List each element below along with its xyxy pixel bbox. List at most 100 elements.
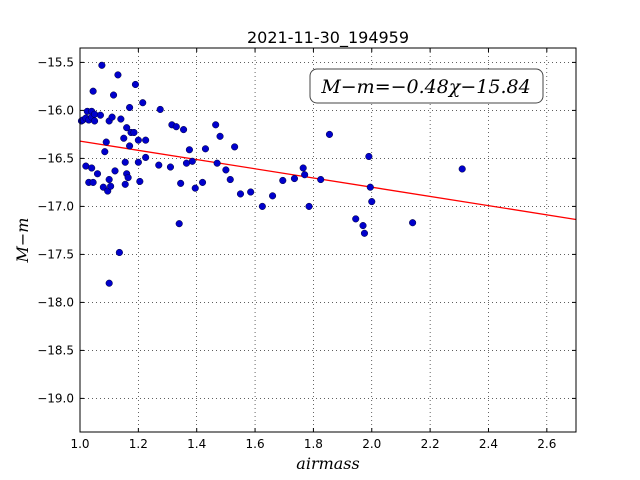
x-axis-label: airmass [296, 454, 359, 473]
data-point [105, 279, 113, 287]
y-tick-label: −18.0 [37, 295, 74, 309]
fit-line-group [79, 140, 577, 221]
data-point [166, 163, 174, 171]
data-point [142, 153, 150, 161]
data-points [77, 61, 466, 287]
data-point [360, 229, 369, 237]
data-point [115, 248, 123, 257]
data-point [305, 202, 313, 210]
axis-ticks: 1.0 1.2 1.4 1.6 1.8 2.0 2.2 2.4 2.6 −15.5 −16.0 −16… [37, 48, 576, 451]
data-point [134, 158, 142, 166]
x-tick-label: 1.8 [304, 437, 323, 451]
data-point [191, 184, 199, 192]
y-tick-label: −17.5 [37, 247, 74, 261]
data-point [212, 121, 220, 129]
x-tick-label: 1.6 [246, 437, 265, 451]
data-point [172, 123, 180, 131]
data-point [216, 132, 224, 140]
data-point [365, 152, 373, 161]
data-point [222, 166, 230, 174]
data-point [290, 175, 298, 183]
data-point [111, 167, 119, 175]
data-point [258, 202, 266, 210]
data-point [107, 182, 115, 190]
y-tick-label: −15.5 [37, 55, 74, 69]
data-point [91, 117, 99, 125]
data-point [185, 146, 193, 154]
data-point [126, 103, 134, 112]
data-point [131, 80, 139, 89]
y-axis-label: M−m [13, 218, 32, 264]
data-point [458, 165, 466, 173]
x-tick-label: 2.6 [537, 437, 556, 451]
data-point [325, 130, 334, 138]
data-point [247, 188, 255, 196]
data-point [120, 134, 128, 142]
annotation-frame [309, 68, 544, 104]
data-point [409, 219, 417, 227]
data-point [198, 178, 207, 186]
plot-area-frame [79, 47, 577, 433]
data-point [114, 71, 122, 79]
data-point [130, 128, 138, 137]
data-point [213, 159, 221, 167]
data-point [352, 215, 360, 223]
data-point [201, 145, 210, 153]
data-point [366, 183, 374, 191]
y-tick-label: −16.5 [37, 151, 74, 165]
chart-title: 2021-11-30_194959 [247, 28, 409, 48]
y-tick-label: −18.5 [37, 343, 74, 357]
data-point [134, 136, 142, 144]
data-point [105, 175, 113, 184]
data-point [301, 171, 309, 179]
data-point [101, 148, 109, 156]
data-point [188, 157, 196, 165]
grid-lines [79, 48, 576, 432]
data-point [117, 115, 125, 123]
data-point [226, 175, 234, 184]
data-point [93, 170, 102, 178]
annotation-box: M−m=−0.48χ−15.84 [309, 68, 544, 104]
data-point [175, 220, 183, 228]
fit-line [79, 140, 577, 221]
data-point [121, 158, 129, 166]
data-point [98, 61, 106, 69]
data-point [124, 174, 132, 182]
y-tick-label: −16.0 [37, 103, 74, 117]
x-tick-label: 2.4 [479, 437, 498, 451]
data-point [110, 91, 118, 99]
data-point [139, 99, 147, 107]
data-point [108, 113, 116, 121]
x-tick-label: 1.4 [187, 437, 206, 451]
data-point [359, 222, 367, 230]
data-point [89, 178, 97, 186]
data-point [142, 136, 150, 144]
data-point [121, 180, 129, 188]
data-point [155, 161, 163, 169]
y-tick-label: −19.0 [37, 391, 74, 405]
data-point [126, 142, 134, 150]
data-point [136, 177, 144, 185]
fit-equation-label: M−m=−0.48χ−15.84 [320, 76, 530, 98]
data-point [156, 105, 164, 113]
data-point [177, 179, 185, 187]
data-point [368, 198, 376, 206]
data-point [299, 164, 307, 172]
x-tick-label: 1.2 [129, 437, 148, 451]
data-point [231, 143, 239, 151]
data-point [317, 175, 325, 184]
data-point [91, 110, 99, 118]
data-point [236, 190, 245, 198]
data-point [180, 126, 188, 134]
x-tick-label: 2.2 [421, 437, 440, 451]
x-tick-label: 2.0 [362, 437, 381, 451]
data-point [88, 164, 96, 172]
data-point [123, 124, 131, 132]
data-point [269, 192, 277, 200]
data-point [96, 111, 104, 119]
data-point [279, 176, 287, 185]
data-point [89, 87, 97, 95]
x-tick-label: 1.0 [70, 437, 89, 451]
y-tick-label: −17.0 [37, 199, 74, 213]
